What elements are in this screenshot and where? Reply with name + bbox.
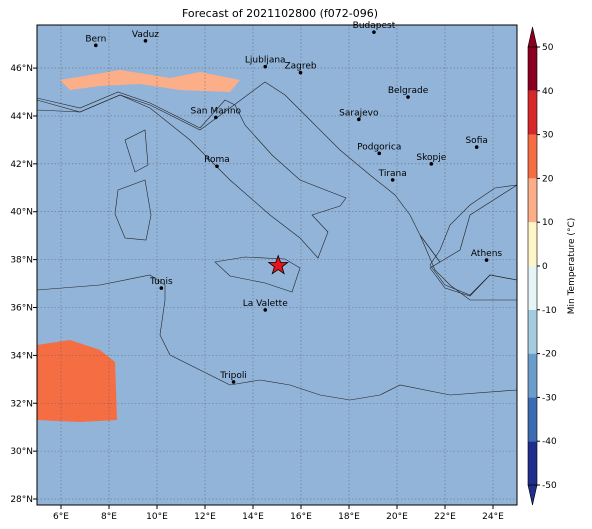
city-dot <box>474 145 479 149</box>
x-tick-label: 20°E <box>386 512 408 522</box>
city-dot <box>214 115 218 120</box>
city-dot <box>484 258 489 262</box>
city-label: Vaduz <box>132 30 159 40</box>
colorbar-band <box>528 397 537 442</box>
colorbar-tick-label: -10 <box>542 306 557 316</box>
y-tick-label: 40°N <box>10 208 33 218</box>
city-label: Sofia <box>465 136 487 146</box>
land-warm-band <box>60 70 240 92</box>
colorbar-tick-label: -20 <box>542 350 557 360</box>
x-tick-label: 14°E <box>242 512 264 522</box>
y-tick-label: 38°N <box>10 256 33 266</box>
city-label: Sarajevo <box>339 108 379 118</box>
city-dot <box>143 39 148 43</box>
city-dot <box>429 162 434 166</box>
city-label: Budapest <box>353 21 396 31</box>
x-tick-label: 18°E <box>338 512 360 522</box>
city-dot <box>377 151 382 156</box>
city-label: San Marino <box>191 106 242 116</box>
city-dot <box>406 95 410 99</box>
colorbar-band <box>528 47 537 91</box>
land-sicily <box>214 256 301 293</box>
colorbar-tick-label: -40 <box>542 437 557 447</box>
x-tick-label: 8°E <box>101 512 117 522</box>
colorbar-band <box>528 134 537 179</box>
y-tick-label: 34°N <box>10 351 33 361</box>
city-label: Ljubljana <box>245 56 286 66</box>
map-frame <box>36 24 518 506</box>
x-tick-label: 24°E <box>482 512 504 522</box>
colorbar-tick-label: -50 <box>542 481 557 491</box>
city-dot <box>215 164 219 169</box>
x-tick-label: 16°E <box>290 512 312 522</box>
colorbar-tick-label: 30 <box>542 131 554 141</box>
city-label: Bern <box>85 34 106 44</box>
title: Forecast of 2021102800 (f072-096) <box>182 7 378 20</box>
city-dot <box>263 64 268 69</box>
y-tick-label: 28°N <box>10 495 33 505</box>
x-tick-label: 22°E <box>434 512 456 522</box>
x-tick-label: 12°E <box>194 512 216 522</box>
location-star <box>267 254 289 275</box>
colorbar-extend-bottom <box>527 484 538 506</box>
city-label: Athens <box>471 249 502 259</box>
x-tick-label: 6°E <box>53 512 69 522</box>
colorbar-tick-label: -30 <box>542 393 557 403</box>
city-dot <box>298 70 303 75</box>
colorbar-tick-label: 0 <box>542 262 548 272</box>
colorbar-extend-top <box>527 26 538 48</box>
y-tick-label: 36°N <box>10 303 33 313</box>
city-label: La Valette <box>243 299 288 309</box>
y-tick-label: 46°N <box>10 64 33 74</box>
colorbar-band <box>528 178 537 223</box>
colorbar-tick-label: 20 <box>542 174 554 184</box>
city-dot <box>263 308 268 312</box>
colorbar-tick-label: 10 <box>542 218 554 228</box>
x-tick-label: 10°E <box>146 512 168 522</box>
city-dot <box>357 117 361 122</box>
city-label: Tunis <box>149 277 173 287</box>
city-label: Podgorica <box>357 142 401 152</box>
land-corsica <box>124 129 149 173</box>
y-tick-label: 32°N <box>10 399 33 409</box>
colorbar-tick-label: 50 <box>542 43 554 53</box>
colorbar-band <box>528 353 537 398</box>
colorbar-label: Min Temperature (°C) <box>567 218 577 315</box>
city-label: Tripoli <box>219 371 247 381</box>
city-label: Tirana <box>378 169 407 179</box>
land-africa <box>37 274 517 505</box>
land-sardinia <box>114 179 152 241</box>
city-dot <box>372 30 376 34</box>
city-label: Belgrade <box>388 86 429 96</box>
colorbar-band <box>528 222 537 266</box>
city-label: Roma <box>204 155 230 165</box>
y-tick-label: 44°N <box>10 112 33 122</box>
city-dot <box>159 286 164 290</box>
city-label: Zagreb <box>284 62 316 72</box>
land-greece <box>419 234 517 301</box>
colorbar-band <box>528 309 537 354</box>
y-tick-label: 42°N <box>10 160 33 170</box>
colorbar-band <box>528 266 537 310</box>
land-north <box>37 25 517 296</box>
land-africa-warm <box>37 340 117 422</box>
colorbar-band <box>528 90 537 135</box>
city-label: Skopje <box>416 153 446 163</box>
colorbar-band <box>528 441 537 485</box>
y-tick-label: 30°N <box>10 447 33 457</box>
city-dot <box>231 380 236 384</box>
land-italy <box>37 91 347 259</box>
map-layers <box>37 25 517 505</box>
colorbar-tick-label: 40 <box>542 87 554 97</box>
city-dot <box>390 178 395 182</box>
city-dot <box>94 43 98 48</box>
